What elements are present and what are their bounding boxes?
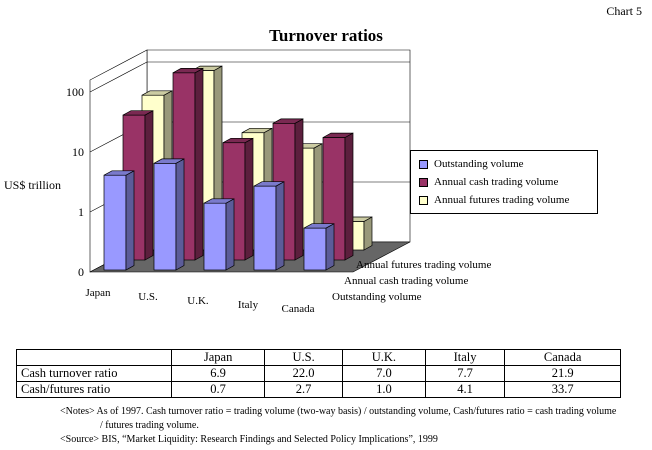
table-cell: 21.9 <box>504 365 621 382</box>
bar <box>103 170 135 271</box>
table-cell: 22.0 <box>264 365 343 382</box>
bar-top <box>222 137 254 144</box>
y-tick-label: 0 <box>78 265 84 279</box>
legend-item-futures: Annual futures trading volume <box>411 192 597 208</box>
notes-line: / futures trading volume. <box>100 420 199 431</box>
bar-top <box>241 127 273 134</box>
source-line: <Source> BIS, “Market Liquidity: Researc… <box>60 434 438 445</box>
bar-top <box>141 90 173 96</box>
table-cell: 1.0 <box>341 381 426 398</box>
x-axis-categories: Japan U.S. U.K. Italy Canada <box>85 287 314 315</box>
bar-side <box>344 132 354 261</box>
bar-top <box>103 170 135 176</box>
bar-front <box>303 227 327 271</box>
depth-axis-label: Annual futures trading volume <box>356 259 491 271</box>
table-header: U.S. <box>264 349 343 366</box>
bar-side <box>225 198 235 271</box>
bar-top <box>272 118 304 124</box>
bar-side <box>144 110 154 261</box>
bar-side <box>194 67 204 261</box>
y-axis-ticks: 0 1 10 100 <box>66 85 84 279</box>
legend-swatch-cash <box>419 177 428 187</box>
bar-top <box>322 132 354 138</box>
bar-chart-3d: 0 1 10 100 US$ trillion Japan U.S. U.K. Italy C… <box>4 49 491 315</box>
table-header: U.K. <box>341 349 426 366</box>
notes: <Notes> As of 1997. Cash turnover ratio … <box>60 405 650 447</box>
bars <box>103 65 373 271</box>
table-cell: 33.7 <box>504 381 621 398</box>
bar <box>203 198 235 271</box>
table-row: Cash turnover ratio 6.9 22.0 7.0 7.7 21.… <box>16 365 621 382</box>
bar-top <box>253 181 285 187</box>
table-cell: 7.0 <box>341 365 426 382</box>
bar-front <box>253 185 277 271</box>
bar <box>153 158 185 271</box>
depth-axis-label: Outstanding volume <box>332 291 422 303</box>
bar <box>253 181 285 271</box>
bar-top <box>203 198 235 204</box>
x-category-label: Canada <box>282 303 315 315</box>
table-corner <box>16 349 172 366</box>
legend-label-cash: Annual cash trading volume <box>434 176 559 188</box>
y-axis-label: US$ trillion <box>4 178 61 192</box>
row-label: Cash turnover ratio <box>16 365 172 382</box>
table-cell: 2.7 <box>264 381 343 398</box>
table-header: Italy <box>424 349 506 366</box>
y-tick-label: 100 <box>66 85 84 99</box>
legend-label-futures: Annual futures trading volume <box>434 194 570 206</box>
bar-front <box>203 202 227 271</box>
table-header-row: Japan U.S. U.K. Italy Canada <box>16 349 621 366</box>
legend-swatch-futures <box>419 195 428 205</box>
y-tick-label: 10 <box>72 145 84 159</box>
table-cell: 6.9 <box>170 365 266 382</box>
table-header: Japan <box>170 349 266 366</box>
bar-side <box>294 118 304 261</box>
x-category-label: Japan <box>85 287 111 299</box>
x-category-label: Italy <box>238 299 259 311</box>
bar-top <box>122 110 154 116</box>
table-cell: 4.1 <box>424 381 506 398</box>
chart-title: Turnover ratios <box>269 26 383 45</box>
x-category-label: U.S. <box>138 291 158 303</box>
legend-item-cash: Annual cash trading volume <box>411 174 597 190</box>
table-row: Cash/futures ratio 0.7 2.7 1.0 4.1 33.7 <box>16 381 621 398</box>
bar <box>303 223 335 271</box>
bar-top <box>153 158 185 164</box>
y-tick-label: 1 <box>78 205 84 219</box>
bar-side <box>125 170 135 271</box>
table-cell: 0.7 <box>170 381 266 398</box>
legend: Outstanding volume Annual cash trading v… <box>410 150 598 214</box>
bar-side <box>363 216 373 251</box>
x-category-label: U.K. <box>187 295 209 307</box>
gridline-side <box>89 61 148 93</box>
depth-axis-label: Annual cash trading volume <box>344 275 468 287</box>
bar-front <box>103 174 127 271</box>
bar-side <box>275 181 285 271</box>
bar-side <box>325 223 335 271</box>
table-cell: 7.7 <box>424 365 506 382</box>
legend-label-outstanding: Outstanding volume <box>434 158 524 170</box>
bar-side <box>175 158 185 271</box>
depth-axis-labels: Annual futures trading volume Annual cash… <box>332 259 491 303</box>
notes-line: <Notes> As of 1997. Cash turnover ratio … <box>60 406 617 417</box>
legend-swatch-outstanding <box>419 159 428 169</box>
table-header: Canada <box>504 349 621 366</box>
bar-top <box>172 68 204 74</box>
bar-top <box>303 223 335 229</box>
bar-front <box>153 162 177 271</box>
chart-number: Chart 5 <box>606 4 642 18</box>
row-label: Cash/futures ratio <box>16 381 172 398</box>
legend-item-outstanding: Outstanding volume <box>411 156 597 172</box>
bar-side <box>244 137 254 261</box>
ratio-table: Japan U.S. U.K. Italy Canada Cash turnov… <box>16 349 621 398</box>
